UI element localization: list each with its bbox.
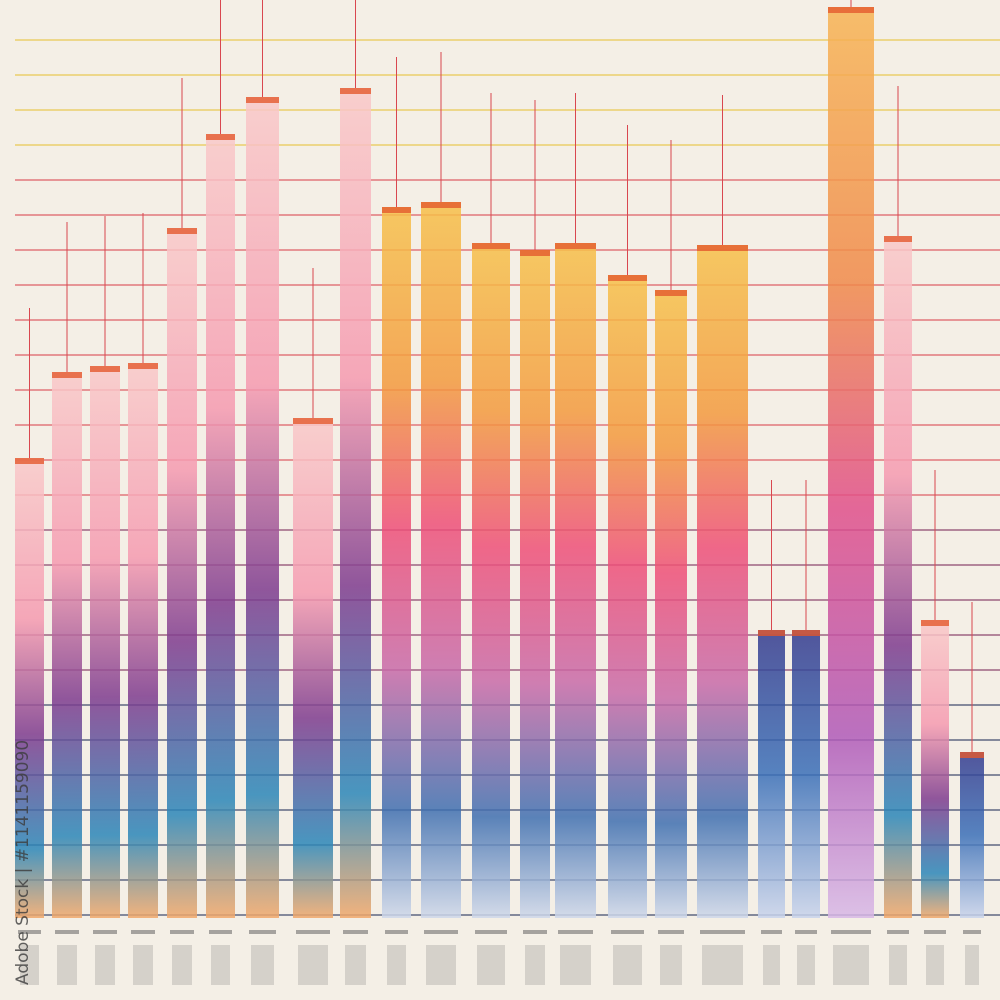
bottom-scribbles <box>18 930 981 985</box>
bar-cap <box>758 630 785 636</box>
bar <box>960 752 984 918</box>
bar-cap <box>655 290 687 296</box>
scribble <box>611 930 644 934</box>
bar-cap <box>421 202 461 208</box>
bar <box>15 458 44 918</box>
scribble <box>525 945 545 985</box>
scribble <box>965 945 979 985</box>
bar <box>792 630 820 918</box>
bar <box>52 372 82 918</box>
bar <box>828 7 874 918</box>
bar <box>421 202 461 918</box>
scribble <box>20 945 39 985</box>
bar <box>246 97 279 918</box>
scribble <box>93 930 117 934</box>
bar <box>472 243 510 918</box>
scribble <box>833 945 869 985</box>
bar <box>340 88 371 918</box>
bar <box>206 134 235 918</box>
scribble <box>558 930 593 934</box>
bar <box>293 418 333 918</box>
scribble <box>424 930 458 934</box>
scribble <box>209 930 232 934</box>
bar-cap <box>555 243 596 249</box>
bar-cap <box>697 245 748 251</box>
bar <box>555 243 596 918</box>
bar <box>520 250 550 918</box>
scribble <box>795 930 817 934</box>
scribble <box>298 945 328 985</box>
bar <box>128 363 158 918</box>
scribble <box>613 945 642 985</box>
scribble <box>95 945 115 985</box>
scribble <box>387 945 406 985</box>
scribble <box>887 930 909 934</box>
scribble <box>477 945 505 985</box>
bar-cap <box>15 458 44 464</box>
scribble <box>700 930 745 934</box>
scribble <box>249 930 276 934</box>
bar-cap <box>206 134 235 140</box>
bar <box>697 245 748 918</box>
bar-cap <box>167 228 197 234</box>
scribble <box>658 930 684 934</box>
scribble <box>702 945 743 985</box>
bar-cap <box>128 363 158 369</box>
scribble <box>660 945 682 985</box>
scribble <box>523 930 547 934</box>
bar-cap <box>921 620 949 626</box>
bar <box>167 228 197 918</box>
bar <box>90 366 120 918</box>
bar <box>921 620 949 918</box>
bar-cap <box>382 207 411 213</box>
scribble <box>133 945 153 985</box>
scribble <box>55 930 79 934</box>
scribble <box>170 930 194 934</box>
bar <box>382 207 411 918</box>
bar-cap <box>520 250 550 256</box>
bar-cap <box>884 236 912 242</box>
bar-cap <box>340 88 371 94</box>
bar-cap <box>293 418 333 424</box>
bar <box>758 630 785 918</box>
scribble <box>345 945 366 985</box>
bar <box>608 275 647 918</box>
scribble <box>211 945 230 985</box>
scribble <box>426 945 456 985</box>
scribble <box>18 930 41 934</box>
bar-cap <box>52 372 82 378</box>
scribble <box>761 930 782 934</box>
scribble <box>385 930 408 934</box>
watermark: Adobe Stock | #1141159090 <box>13 740 33 985</box>
bar <box>655 290 687 918</box>
scribble <box>963 930 981 934</box>
bar-cap <box>90 366 120 372</box>
scribble <box>251 945 274 985</box>
bar-cap <box>246 97 279 103</box>
bars <box>15 0 984 918</box>
scribble <box>763 945 780 985</box>
bar <box>884 236 912 918</box>
bar-cap <box>960 752 984 758</box>
bar-cap <box>828 7 874 13</box>
scribble <box>57 945 77 985</box>
scribble <box>560 945 591 985</box>
scribble <box>475 930 507 934</box>
scribble <box>343 930 368 934</box>
bar-cap <box>608 275 647 281</box>
scribble <box>924 930 946 934</box>
scribble <box>831 930 871 934</box>
scribble <box>131 930 155 934</box>
scribble <box>172 945 192 985</box>
scribble <box>889 945 907 985</box>
bar-cap <box>792 630 820 636</box>
scribble <box>296 930 330 934</box>
scribble <box>797 945 815 985</box>
bar-cap <box>472 243 510 249</box>
scribble <box>926 945 944 985</box>
